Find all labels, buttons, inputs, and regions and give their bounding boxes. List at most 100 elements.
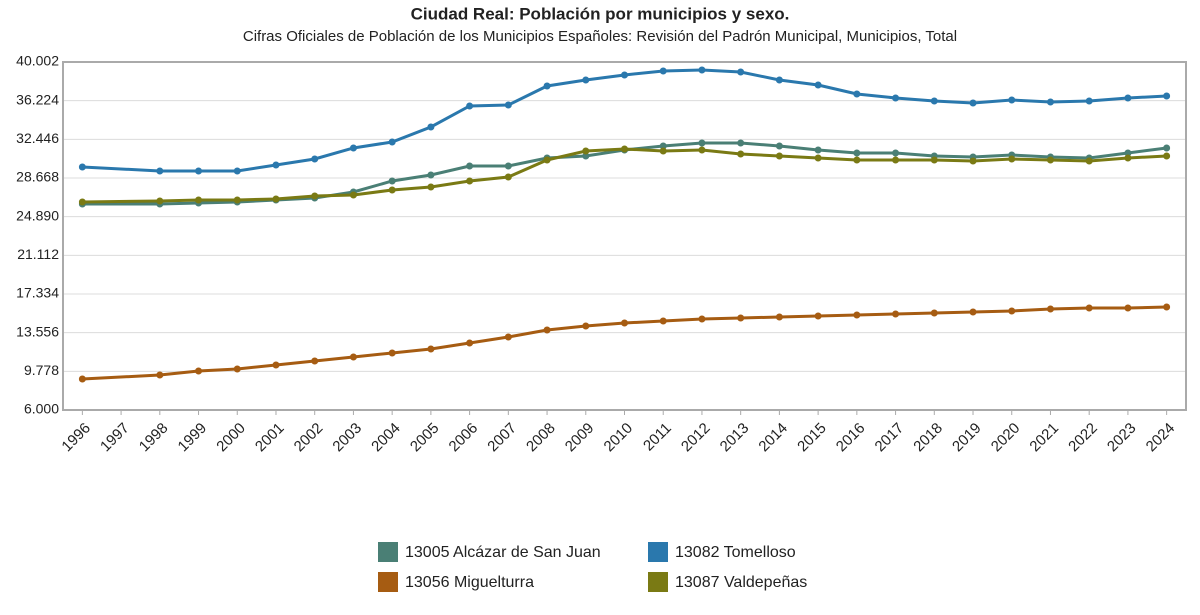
- data-point: [698, 146, 706, 154]
- data-point: [1124, 304, 1132, 312]
- data-point: [698, 315, 706, 323]
- data-point: [582, 152, 590, 160]
- data-point: [892, 149, 900, 157]
- data-point: [582, 322, 590, 330]
- data-point: [195, 367, 203, 375]
- x-tick-label: 2000: [213, 420, 249, 456]
- series-line: [82, 68, 1167, 173]
- data-point: [504, 333, 512, 341]
- data-point: [930, 97, 938, 105]
- x-tick-label: 2009: [562, 420, 598, 456]
- y-tick-label: 13.556: [16, 323, 59, 339]
- data-point: [969, 308, 977, 316]
- data-point: [1085, 157, 1093, 165]
- data-point: [1046, 305, 1054, 313]
- data-point: [349, 353, 357, 361]
- x-tick-label: 2020: [988, 420, 1024, 456]
- series-line: [82, 147, 1167, 204]
- data-point: [1163, 303, 1171, 311]
- y-tick-label: 24.890: [16, 207, 59, 223]
- data-point: [1163, 92, 1171, 100]
- data-point: [1124, 149, 1132, 157]
- data-point: [659, 317, 667, 325]
- data-point: [233, 167, 241, 175]
- legend-swatch: [648, 572, 668, 592]
- data-point: [156, 167, 164, 175]
- data-point: [621, 319, 628, 327]
- data-point: [930, 309, 938, 317]
- x-tick-label: 2013: [717, 420, 753, 456]
- data-point: [737, 139, 745, 147]
- x-tick-label: 2003: [329, 420, 365, 456]
- data-point: [388, 177, 396, 185]
- x-tick-label: 2006: [446, 420, 482, 456]
- data-point: [466, 339, 474, 347]
- y-tick-label: 9.778: [24, 362, 59, 378]
- data-point: [892, 94, 900, 102]
- data-point: [698, 139, 706, 147]
- data-point: [388, 138, 396, 146]
- data-point: [775, 152, 783, 160]
- data-point: [349, 144, 357, 152]
- data-point: [1046, 156, 1054, 164]
- data-point: [1124, 154, 1132, 162]
- data-point: [388, 349, 396, 357]
- data-point: [311, 155, 319, 163]
- x-tick-label: 2005: [407, 420, 443, 456]
- x-tick-label: 2004: [368, 420, 404, 456]
- data-point: [892, 310, 900, 318]
- data-point: [1008, 155, 1016, 163]
- data-point: [814, 312, 822, 320]
- data-point: [969, 157, 977, 165]
- data-point: [466, 177, 474, 185]
- x-tick-label: 2007: [484, 420, 520, 456]
- data-point: [272, 195, 280, 203]
- y-tick-label: 17.334: [16, 285, 59, 301]
- data-point: [427, 171, 435, 179]
- data-point: [543, 156, 551, 164]
- y-tick-label: 40.002: [16, 53, 59, 69]
- plot-frame: [62, 61, 1187, 411]
- data-point: [737, 150, 745, 158]
- legend-label: 13056 Miguelturra: [405, 574, 534, 591]
- x-tick-label: 2002: [291, 420, 327, 456]
- x-tick-label: 2014: [755, 420, 791, 456]
- data-point: [582, 147, 590, 155]
- series-line: [82, 305, 1167, 381]
- data-point: [1046, 98, 1054, 106]
- y-tick-label: 32.446: [16, 130, 59, 146]
- data-point: [233, 365, 241, 373]
- data-point: [737, 68, 745, 76]
- data-point: [698, 66, 706, 74]
- data-point: [853, 156, 861, 164]
- data-point: [504, 101, 512, 109]
- legend-swatch: [378, 542, 398, 562]
- data-point: [78, 163, 86, 171]
- data-point: [1085, 97, 1093, 105]
- data-point: [78, 375, 86, 383]
- data-point: [195, 167, 203, 175]
- data-point: [659, 147, 667, 155]
- data-point: [233, 196, 241, 204]
- data-point: [543, 82, 551, 90]
- y-tick-label: 28.668: [16, 169, 59, 185]
- x-tick-label: 2024: [1143, 420, 1179, 456]
- x-tick-label: 2012: [678, 420, 714, 456]
- legend-label: 13082 Tomelloso: [675, 544, 796, 561]
- x-tick-label: 1998: [136, 420, 172, 456]
- x-tick-label: 1996: [58, 420, 94, 456]
- x-tick-label: 2001: [252, 420, 288, 456]
- data-point: [659, 142, 667, 150]
- x-tick-label: 2016: [833, 420, 869, 456]
- chart-title: Ciudad Real: Población por municipios y …: [411, 4, 790, 23]
- legend-swatch: [648, 542, 668, 562]
- data-point: [892, 156, 900, 164]
- data-point: [504, 162, 512, 170]
- data-point: [504, 173, 512, 181]
- data-point: [156, 197, 164, 205]
- data-point: [853, 149, 861, 157]
- x-tick-label: 2021: [1026, 420, 1062, 456]
- legend-label: 13005 Alcázar de San Juan: [405, 544, 601, 561]
- data-point: [621, 71, 628, 79]
